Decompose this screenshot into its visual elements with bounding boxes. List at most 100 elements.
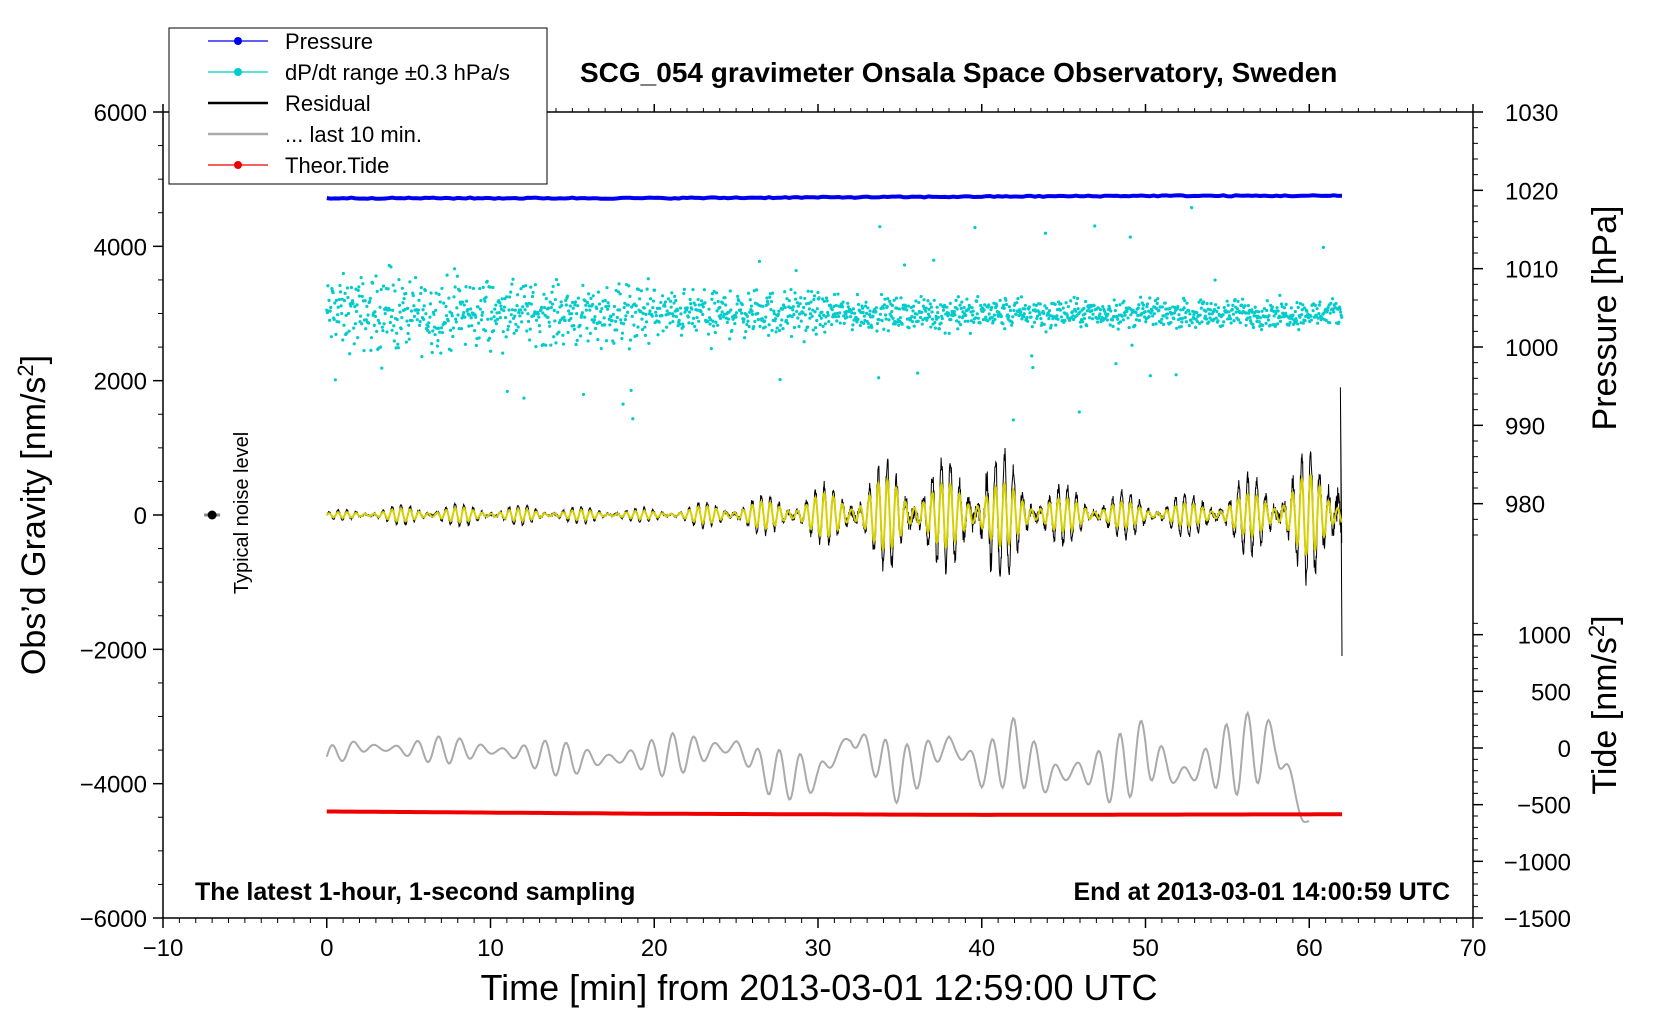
- dpdt-point: [1044, 330, 1048, 334]
- dpdt-point: [1025, 315, 1029, 320]
- x-tick-label: 40: [968, 935, 995, 962]
- dpdt-point: [366, 313, 370, 317]
- dpdt-point: [1143, 310, 1147, 314]
- dpdt-point: [808, 312, 813, 316]
- dpdt-point: [906, 304, 911, 308]
- dpdt-point: [682, 287, 686, 291]
- dpdt-point: [1214, 316, 1218, 320]
- dpdt-point: [607, 304, 611, 308]
- dpdt-point: [1087, 316, 1092, 320]
- dpdt-point: [561, 333, 565, 337]
- dpdt-point: [850, 311, 854, 315]
- dpdt-point: [714, 291, 719, 295]
- dpdt-point: [772, 312, 776, 316]
- dpdt-series: [325, 154, 1344, 422]
- dpdt-point: [1161, 322, 1166, 327]
- dpdt-point: [874, 306, 878, 310]
- dpdt-point: [1002, 306, 1006, 310]
- dpdt-point: [890, 309, 894, 314]
- dpdt-point: [738, 308, 743, 312]
- dpdt-point: [481, 285, 485, 289]
- dpdt-point: [580, 311, 584, 315]
- dpdt-point: [469, 307, 473, 311]
- dpdt-point: [930, 317, 935, 321]
- dpdt-point: [917, 300, 921, 305]
- dpdt-point: [628, 294, 632, 299]
- dpdt-point: [761, 304, 765, 308]
- dpdt-point: [544, 297, 548, 301]
- pressure-tick-label: 1000: [1505, 335, 1558, 362]
- dpdt-point: [398, 310, 402, 314]
- dpdt-point: [817, 296, 821, 300]
- dpdt-point: [878, 312, 882, 316]
- dpdt-point: [630, 314, 634, 319]
- dpdt-point: [990, 316, 994, 320]
- dpdt-point: [557, 330, 561, 334]
- dpdt-point: [537, 315, 541, 319]
- dpdt-point: [780, 307, 784, 311]
- dpdt-point: [891, 316, 895, 321]
- dpdt-point: [606, 301, 610, 305]
- dpdt-point: [462, 310, 466, 315]
- dpdt-point: [748, 298, 752, 302]
- dpdt-point: [1163, 301, 1167, 305]
- dpdt-point: [645, 287, 649, 291]
- dpdt-point: [975, 299, 979, 303]
- dpdt-point: [542, 292, 546, 296]
- dpdt-point: [882, 327, 886, 331]
- dpdt-point: [1148, 374, 1152, 378]
- dpdt-point: [371, 281, 375, 285]
- dpdt-point: [376, 318, 380, 322]
- x-tick-label: 20: [641, 935, 668, 962]
- dpdt-point: [503, 316, 508, 320]
- dpdt-point: [656, 333, 660, 337]
- dpdt-point: [667, 311, 672, 316]
- dpdt-point: [720, 310, 724, 314]
- dpdt-point: [401, 301, 405, 305]
- dpdt-point: [1114, 303, 1119, 307]
- dpdt-point: [715, 309, 719, 313]
- dpdt-point: [1216, 306, 1221, 310]
- dpdt-point: [1019, 295, 1023, 299]
- dpdt-point: [561, 342, 566, 346]
- dpdt-point: [702, 288, 707, 292]
- dpdt-point: [515, 303, 519, 308]
- dpdt-point: [329, 305, 333, 310]
- dpdt-point: [562, 315, 566, 319]
- dpdt-point: [1118, 303, 1122, 307]
- dpdt-point: [427, 330, 431, 334]
- dpdt-point: [462, 303, 466, 307]
- dpdt-point: [349, 304, 353, 308]
- dpdt-point: [352, 326, 356, 330]
- dpdt-point: [540, 305, 544, 309]
- dpdt-point: [526, 319, 531, 324]
- dpdt-point: [505, 389, 509, 394]
- dpdt-point: [433, 332, 437, 337]
- dpdt-point: [520, 311, 524, 315]
- dpdt-point: [832, 292, 837, 297]
- dpdt-point: [596, 338, 600, 342]
- dpdt-point: [380, 325, 384, 329]
- dpdt-point: [448, 328, 453, 332]
- dpdt-point: [753, 319, 757, 324]
- dpdt-point: [342, 323, 346, 327]
- dpdt-point: [391, 308, 395, 312]
- dpdt-point: [734, 311, 739, 315]
- dpdt-point: [468, 285, 472, 290]
- dpdt-point: [546, 315, 550, 320]
- dpdt-point: [416, 308, 421, 312]
- dpdt-point: [397, 278, 401, 282]
- dpdt-point: [592, 318, 596, 322]
- dpdt-point: [551, 284, 555, 289]
- dpdt-point: [886, 329, 891, 333]
- dpdt-point: [429, 291, 433, 295]
- dpdt-point: [771, 291, 775, 295]
- dpdt-point: [989, 305, 994, 310]
- dpdt-point: [921, 318, 925, 322]
- dpdt-point: [354, 309, 359, 314]
- dpdt-point: [572, 327, 576, 331]
- dpdt-point: [785, 321, 790, 325]
- dpdt-point: [846, 305, 850, 309]
- dpdt-point: [885, 305, 889, 309]
- dpdt-point: [933, 320, 937, 325]
